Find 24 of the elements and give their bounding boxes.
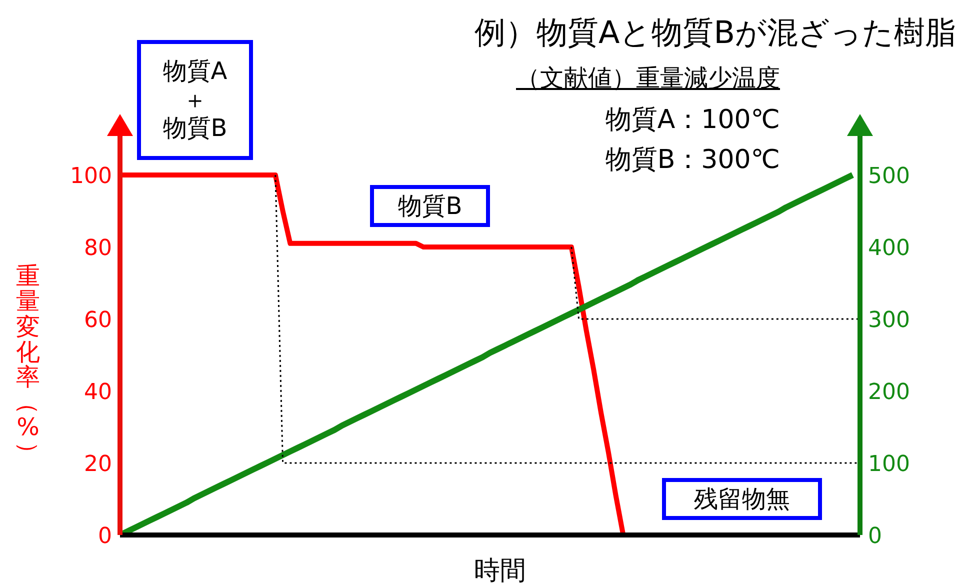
y-tick-label: 40 [84, 380, 112, 405]
chart-title: 例）物質Aと物質Bが混ざった樹脂 [474, 14, 956, 53]
y2-tick-label: 400 [868, 236, 910, 261]
x-axis-title: 時間 [473, 555, 527, 587]
y2-tick-label: 200 [868, 380, 910, 405]
label-frame: 物質A＋物質B [137, 40, 253, 160]
y2-tick-label: 0 [868, 524, 882, 549]
annotation: 物質B [398, 192, 462, 220]
annotation: 物質B：300℃ [605, 144, 780, 177]
annotation: 残留物無 [694, 484, 790, 514]
y2-tick-label: 500 [868, 164, 910, 189]
y-tick-label: 0 [98, 524, 112, 549]
y-tick-label: 20 [84, 452, 112, 477]
annotation: 物質A：100℃ [605, 104, 780, 137]
y-tick-label: 60 [84, 308, 112, 333]
label-frame: 物質B [370, 185, 490, 227]
text: （文献値）重量減少温度 [516, 63, 780, 94]
y2-tick-label: 100 [868, 452, 910, 477]
y-axis-title: 重量変化率（%） [14, 262, 43, 466]
label-frame: 残留物無 [662, 478, 822, 520]
annotation: 物質A＋物質B [162, 56, 228, 144]
y-tick-label: 80 [84, 236, 112, 261]
y2-tick-label: 300 [868, 308, 910, 333]
y-tick-label: 100 [70, 164, 112, 189]
